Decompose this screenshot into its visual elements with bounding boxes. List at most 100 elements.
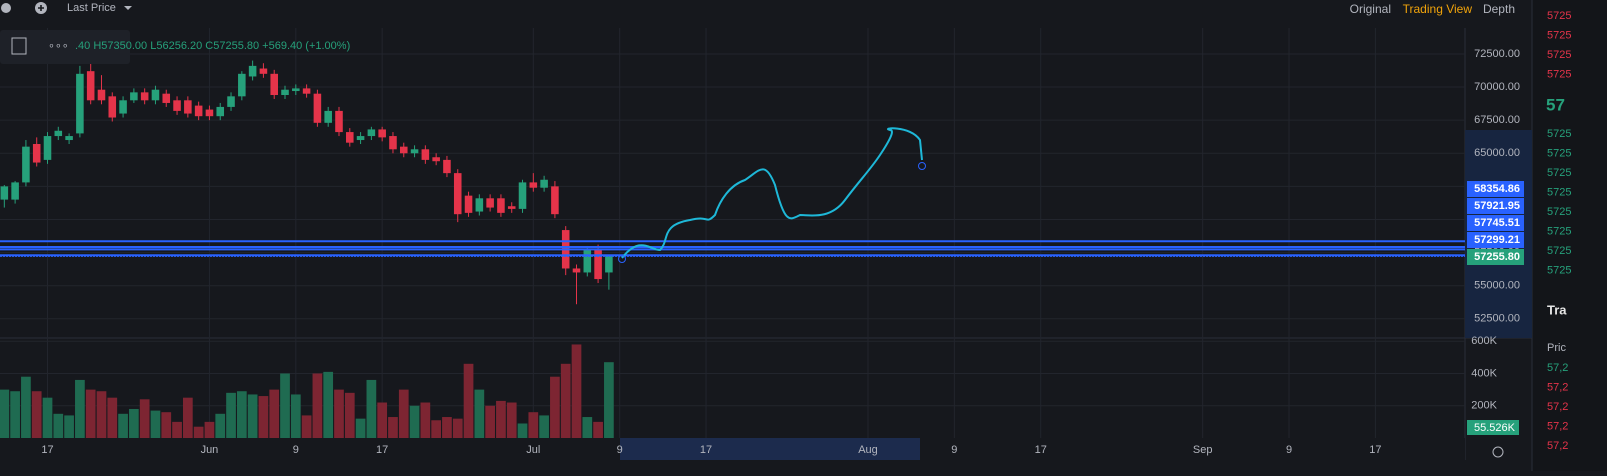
candle-body — [594, 248, 602, 280]
volume-bar — [204, 421, 215, 438]
delete-icon[interactable] — [11, 37, 27, 55]
volume-bar — [593, 421, 603, 438]
volume-bar — [129, 408, 139, 438]
x-tick-label: Aug — [858, 444, 878, 456]
volume-bar — [485, 405, 495, 438]
more-icon[interactable]: ∘∘∘ — [48, 40, 69, 52]
bid-price: 5725 — [1547, 264, 1571, 276]
price-line-label: 57255.80 — [1474, 251, 1520, 263]
candle-body — [529, 182, 538, 188]
volume-bar — [452, 418, 463, 438]
candle-body — [453, 173, 462, 215]
trade-price: 57,2 — [1547, 381, 1568, 393]
price-line-label: 58354.86 — [1474, 183, 1520, 195]
view-original[interactable]: Original — [1350, 2, 1391, 16]
price-line-label: 57745.51 — [1474, 217, 1520, 229]
ask-price: 5725 — [1547, 29, 1571, 41]
volume-bar — [355, 418, 366, 438]
price-line-label-box — [1467, 215, 1524, 231]
y-tick-label: 72500.00 — [1474, 48, 1520, 60]
camera-icon[interactable] — [1, 3, 11, 13]
candle-body — [173, 100, 181, 111]
candle-body — [346, 132, 354, 143]
x-tick-label: Sep — [1193, 444, 1213, 456]
chart-background — [0, 0, 1532, 471]
chart-area: 17 Jun 9 17 Jul 9 17 Aug 9 17 Sep 9 17 72500.00 70000.… — [0, 28, 1520, 456]
price-mode[interactable]: Last Price — [67, 2, 116, 14]
volume-bar — [182, 397, 193, 438]
view-depth[interactable]: Depth — [1483, 2, 1515, 16]
candle-body — [313, 93, 322, 123]
candle-body — [227, 96, 235, 107]
volume-bar — [161, 412, 172, 438]
volume-label: 55.526K — [1474, 422, 1516, 434]
candle-body — [410, 149, 419, 154]
dropdown-caret — [124, 6, 132, 10]
settings-icon[interactable] — [1492, 446, 1504, 458]
candle-body — [475, 198, 484, 212]
volume-bar — [301, 415, 312, 438]
time-range-highlight — [620, 438, 920, 460]
volume-tick-label: 600K — [1471, 335, 1497, 347]
candle-body — [86, 71, 95, 101]
x-tick-label: 17 — [700, 444, 712, 456]
bid-price: 5725 — [1547, 245, 1571, 257]
y-tick-label: 65000.00 — [1474, 147, 1520, 159]
volume-bar — [258, 396, 269, 438]
candle-body — [216, 106, 225, 117]
y-tick-label: 70000.00 — [1474, 81, 1520, 93]
ask-price: 5725 — [1547, 68, 1571, 80]
candle-body — [432, 157, 440, 162]
drawing-handle[interactable] — [918, 162, 926, 170]
volume-bar — [398, 389, 409, 438]
candle-body — [270, 73, 278, 96]
volume-bar — [53, 413, 64, 438]
candle-body — [486, 198, 494, 208]
candle-body — [108, 96, 117, 118]
candle-body — [151, 89, 160, 101]
candle-body — [184, 100, 192, 114]
volume-bar — [42, 397, 53, 438]
volume-bar — [269, 389, 280, 438]
bid-price: 5725 — [1547, 128, 1571, 140]
drawing-toolbar — [0, 30, 130, 64]
candle-body — [399, 146, 408, 154]
candle-body — [292, 88, 300, 92]
candle-body — [97, 89, 106, 101]
volume-bar — [0, 389, 10, 438]
candle-body — [324, 110, 332, 123]
volume-bar — [64, 415, 74, 438]
volume-bar — [139, 399, 150, 438]
candle-body — [22, 146, 30, 183]
candle-body — [238, 73, 246, 97]
trade-price: 57,2 — [1547, 362, 1568, 374]
volume-bar — [604, 362, 614, 438]
candle-body — [205, 109, 214, 117]
drawing-handle[interactable] — [618, 255, 626, 263]
candle-body — [389, 136, 397, 150]
volume-bar — [31, 391, 42, 438]
candle-body — [302, 88, 311, 94]
last-price: 57 — [1546, 95, 1565, 114]
x-tick-label: 17 — [1035, 444, 1047, 456]
candle-body — [0, 186, 9, 200]
volume-bar — [334, 389, 344, 438]
price-line-label-box — [1467, 249, 1524, 265]
candle-body — [507, 206, 516, 209]
ask-price: 5725 — [1547, 10, 1571, 22]
volume-bar — [215, 413, 226, 438]
volume-bar — [377, 402, 388, 438]
y-tick-label: 67500.00 — [1474, 114, 1520, 126]
candle-body — [551, 186, 559, 215]
candle-body — [335, 110, 343, 133]
candle-body — [32, 144, 41, 163]
volume-bar — [75, 379, 85, 438]
bid-price: 5725 — [1547, 206, 1571, 218]
candle-body — [140, 92, 149, 101]
volume-bar — [420, 402, 431, 438]
candle-body — [378, 129, 386, 138]
view-trading[interactable]: Trading View — [1403, 2, 1473, 16]
volume-bar — [323, 371, 334, 438]
bid-price: 5725 — [1547, 225, 1571, 237]
